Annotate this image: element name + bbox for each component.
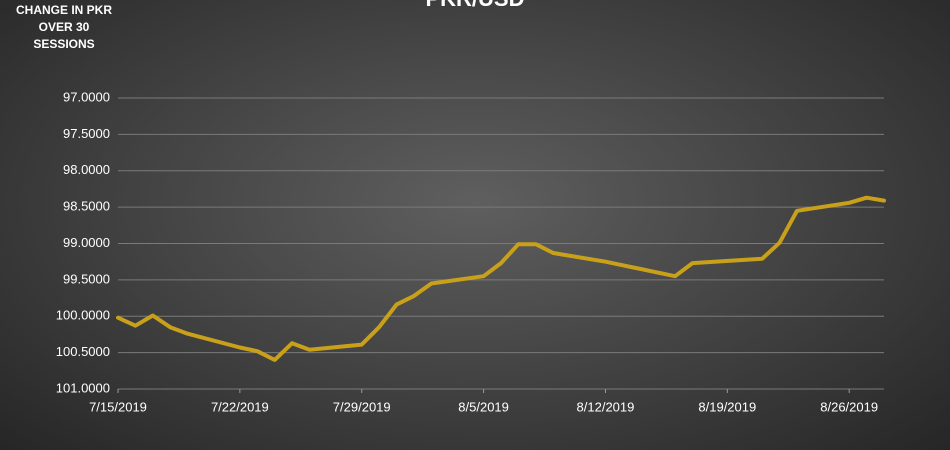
x-tick-label: 8/12/2019	[577, 399, 635, 414]
data-line	[116, 195, 886, 362]
x-tick-label: 7/22/2019	[211, 399, 269, 414]
x-tick-label: 7/29/2019	[333, 399, 391, 414]
y-tick-label: 97.0000	[63, 89, 110, 104]
y-tick-label: 98.0000	[63, 162, 110, 177]
y-tick-label: 100.0000	[56, 308, 110, 323]
chart-title: PKR/USD	[425, 0, 524, 11]
x-tick-label: 8/19/2019	[698, 399, 756, 414]
y-tick-label: 101.0000	[56, 380, 110, 395]
x-tick-label: 7/15/2019	[89, 399, 147, 414]
y-tick-label: 100.5000	[56, 344, 110, 359]
y-axis-label: CHANGE IN PKR OVER 30 SESSIONS	[15, 3, 112, 51]
y-tick-label: 98.5000	[63, 199, 110, 214]
y-tick-label: 99.0000	[63, 235, 110, 250]
y-tick-label: 97.5000	[63, 126, 110, 141]
x-tick-label: 8/5/2019	[458, 399, 509, 414]
y-tick-label: 99.5000	[63, 271, 110, 286]
x-tick-label: 8/26/2019	[820, 399, 878, 414]
